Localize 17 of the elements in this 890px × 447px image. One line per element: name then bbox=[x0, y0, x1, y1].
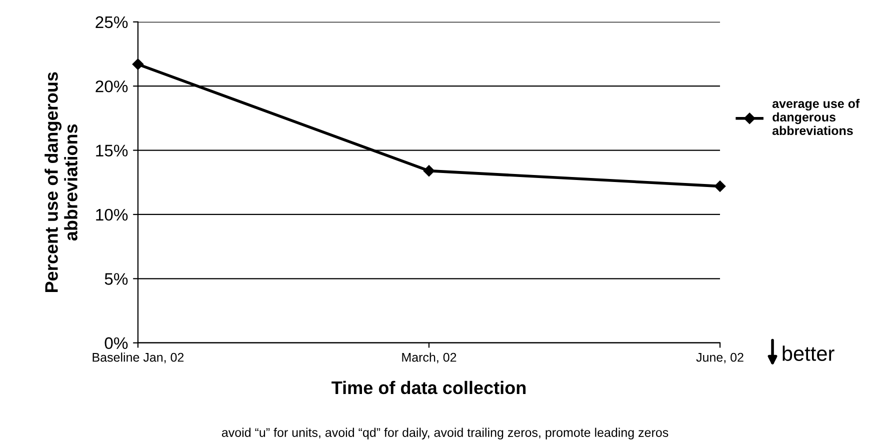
y-tick-label: 5% bbox=[104, 273, 128, 285]
x-axis-title: Time of data collection bbox=[332, 380, 526, 394]
x-tick-label: June, 02 bbox=[696, 352, 744, 364]
point bbox=[132, 58, 144, 70]
x-tick-label: Baseline Jan, 02 bbox=[92, 352, 184, 364]
y-axis-title: Percent use of dangerous abbreviations bbox=[44, 72, 78, 292]
point bbox=[714, 180, 726, 192]
text: avoid “u” for units, avoid “qd” for daily, avoid trailing zeros, promote leading zeros bbox=[222, 428, 668, 440]
legend-label: average use of dangerous abbreviations bbox=[772, 98, 860, 136]
x-tick-label: March, 02 bbox=[402, 352, 456, 364]
y-tick-label: 15% bbox=[96, 144, 128, 156]
y-tick-label: 25% bbox=[96, 16, 128, 28]
text: better bbox=[782, 346, 834, 361]
y-tick-label: 0% bbox=[104, 337, 128, 350]
y-tick-label: 20% bbox=[96, 80, 128, 92]
y-tick-label: 10% bbox=[96, 208, 128, 221]
point bbox=[423, 165, 435, 176]
